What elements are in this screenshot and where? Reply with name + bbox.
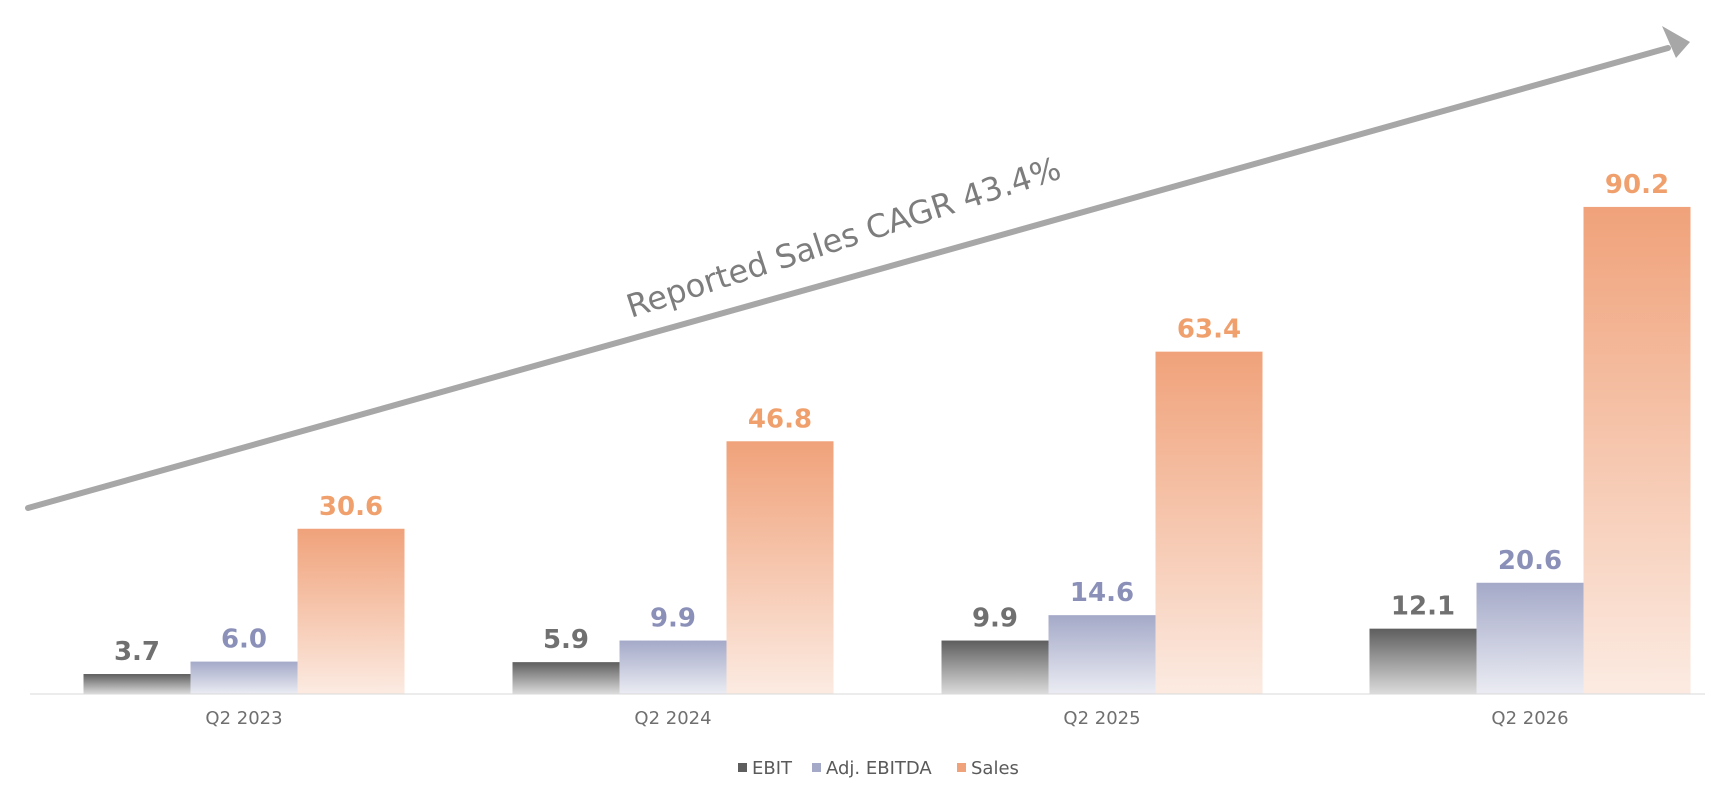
legend-swatch-ebit <box>738 763 747 772</box>
data-label-sales-q2-2025: 63.4 <box>1177 315 1241 345</box>
bar-ebit-q2-2026 <box>1369 628 1477 694</box>
data-label-sales-q2-2026: 90.2 <box>1605 170 1669 200</box>
x-tick-label-q2-2026: Q2 2026 <box>1491 708 1568 729</box>
legend-label-adj-ebitda: Adj. EBITDA <box>826 758 932 779</box>
bar-adj-ebitda-q2-2024 <box>619 640 727 694</box>
cagr-arrow-head <box>1662 26 1690 58</box>
cagr-annotation: Reported Sales CAGR 43.4% <box>25 26 1690 511</box>
data-label-ebit-q2-2025: 9.9 <box>972 604 1018 634</box>
x-axis-tick-labels: Q2 2023 Q2 2024 Q2 2025 Q2 2026 <box>205 708 1568 729</box>
legend: EBIT Adj. EBITDA Sales <box>738 758 1019 779</box>
x-tick-label-q2-2025: Q2 2025 <box>1063 708 1140 729</box>
legend-label-ebit: EBIT <box>752 758 793 779</box>
bar-adj-ebitda-q2-2023 <box>190 661 298 694</box>
bar-ebit-q2-2024 <box>512 662 620 694</box>
bar-ebit-q2-2025 <box>941 640 1049 694</box>
value-labels: 3.7 5.9 9.9 12.1 6.0 9.9 14.6 20.6 30.6 46.8 63.4 9… <box>114 170 1669 667</box>
bar-sales-q2-2023 <box>297 528 405 694</box>
cagr-arrow-line <box>25 45 1671 511</box>
bar-sales-q2-2026 <box>1583 206 1691 695</box>
x-tick-label-q2-2023: Q2 2023 <box>205 708 282 729</box>
bar-adj-ebitda-q2-2025 <box>1048 615 1156 694</box>
bars <box>83 206 1691 695</box>
bar-sales-q2-2024 <box>726 441 834 694</box>
data-label-adj-ebitda-q2-2025: 14.6 <box>1070 578 1134 608</box>
legend-swatch-sales <box>957 763 966 772</box>
data-label-ebit-q2-2023: 3.7 <box>114 637 160 667</box>
data-label-sales-q2-2023: 30.6 <box>319 492 383 522</box>
bar-sales-q2-2025 <box>1155 351 1263 694</box>
legend-swatch-adj-ebitda <box>812 763 821 772</box>
data-label-sales-q2-2024: 46.8 <box>748 404 812 434</box>
bar-adj-ebitda-q2-2026 <box>1476 582 1584 694</box>
data-label-ebit-q2-2026: 12.1 <box>1391 592 1455 622</box>
x-tick-label-q2-2024: Q2 2024 <box>634 708 711 729</box>
legend-label-sales: Sales <box>971 758 1019 779</box>
data-label-ebit-q2-2024: 5.9 <box>543 625 589 655</box>
bar-ebit-q2-2023 <box>83 674 191 694</box>
data-label-adj-ebitda-q2-2024: 9.9 <box>650 604 696 634</box>
data-label-adj-ebitda-q2-2026: 20.6 <box>1498 546 1562 576</box>
data-label-adj-ebitda-q2-2023: 6.0 <box>221 625 267 655</box>
